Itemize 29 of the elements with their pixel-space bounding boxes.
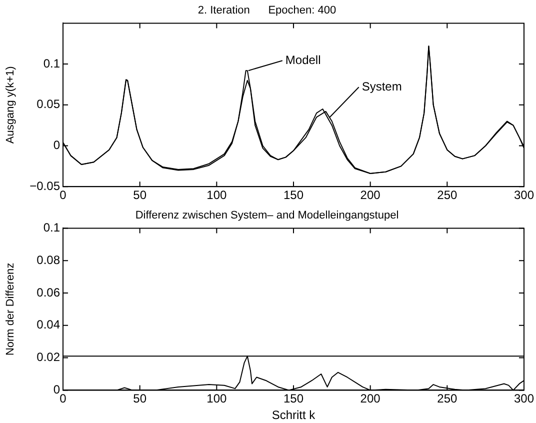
x-tick-label: 300: [514, 392, 534, 406]
y-tick-label: 0.05: [36, 97, 60, 112]
y-axis-title: Ausgang y(k+1): [4, 66, 17, 144]
x-tick-label: 100: [206, 188, 227, 202]
x-axis-title: Schritt k: [272, 408, 316, 422]
x-tick-label: 150: [283, 188, 304, 202]
x-tick-label: 100: [206, 392, 227, 406]
y-tick-label: 0.04: [36, 318, 60, 332]
y-tick-label: 0.1: [43, 56, 60, 70]
annotation: Modell: [285, 52, 321, 67]
y-tick-label: 0.08: [36, 252, 60, 267]
y-tick-label: 0.1: [43, 220, 60, 235]
x-tick-label: 200: [360, 188, 381, 202]
x-tick-label: 50: [133, 392, 147, 406]
x-tick-label: 200: [360, 392, 381, 406]
x-tick-label: 250: [437, 392, 458, 406]
y-tick-label: −0.05: [30, 178, 60, 193]
y-tick-label: 0.02: [36, 350, 60, 364]
x-tick-label: 300: [514, 188, 534, 202]
chart-title: 2. Iteration Epochen: 400: [198, 4, 336, 17]
x-tick-label: 250: [437, 188, 458, 202]
y-tick-label: 0: [53, 382, 60, 397]
x-tick-label: 150: [283, 392, 304, 406]
chart-title: Differenz zwischen System– and Modelleingangstupel: [135, 210, 399, 222]
y-tick-label: 0.06: [36, 285, 60, 300]
y-tick-label: 0: [53, 138, 60, 152]
x-tick-label: 50: [133, 188, 147, 202]
y-axis-title: Norm der Differenz: [4, 262, 17, 356]
annotation: System: [362, 79, 402, 94]
